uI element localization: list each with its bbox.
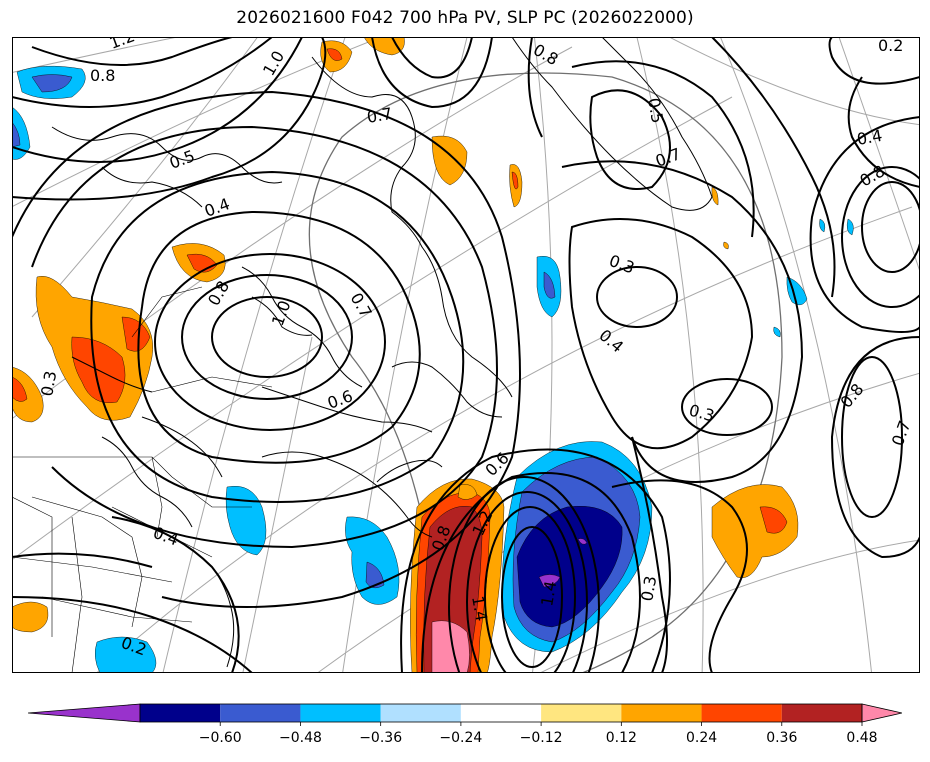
colorbar-swatch [460,704,542,722]
colorbar-swatch [140,704,221,722]
colorbar-swatch [701,704,782,722]
colorbar-outline [139,703,863,723]
colorbar: −0.60 −0.48 −0.36 −0.24 −0.12 0.12 0.24 0.36 0.4… [28,703,902,746]
contour-label: 0.5 [644,96,667,124]
colorbar-swatch [781,704,862,722]
positive-pv-anomalies [12,37,799,673]
colorbar-tick-label: 0.24 [686,730,717,746]
contour-label: 0.4 [855,126,883,149]
colorbar-tick-label: 0.12 [606,730,637,746]
colorbar-tick-label: 0.36 [766,730,797,746]
colorbar-ticks: −0.60 −0.48 −0.36 −0.24 −0.12 0.12 0.24 0.36 0.4… [199,722,878,746]
colorbar-tick-label: −0.48 [279,730,322,746]
colorbar-swatch [300,704,381,722]
contour-label: 1.4 [468,594,491,622]
contour-label: 0.8 [90,66,115,85]
contour-label: 1.4 [537,579,560,607]
colorbar-extend-min [28,703,141,723]
contour-label: 0.2 [878,37,903,55]
contour-label: 0.3 [637,574,660,602]
pv-slp-map: 1.2 0.8 1.0 0.8 0.5 0.2 0.5 0.7 0.4 0.7 … [12,37,920,673]
colorbar-tick-label: −0.36 [359,730,402,746]
colorbar-swatch [621,704,702,722]
negative-pv-anomalies [12,65,854,673]
colorbar-tick-label: −0.12 [520,730,563,746]
colorbar-tick-label: 0.48 [846,730,877,746]
slp-pc-contours [12,37,920,673]
colorbar-swatch [220,704,301,722]
map-title: 2026021600 F042 700 hPa PV, SLP PC (2026… [236,8,694,28]
contour-label: 0.3 [37,369,60,397]
colorbar-swatch [380,704,461,722]
colorbar-swatch [541,704,622,722]
projection-circle [308,72,783,673]
coastlines [51,37,713,668]
colorbar-extend-max [861,703,902,723]
colorbar-tick-label: −0.24 [439,730,482,746]
colorbar-tick-label: −0.60 [199,730,242,746]
colorbar-swatches [28,703,902,723]
contour-label: 0.7 [365,104,393,127]
